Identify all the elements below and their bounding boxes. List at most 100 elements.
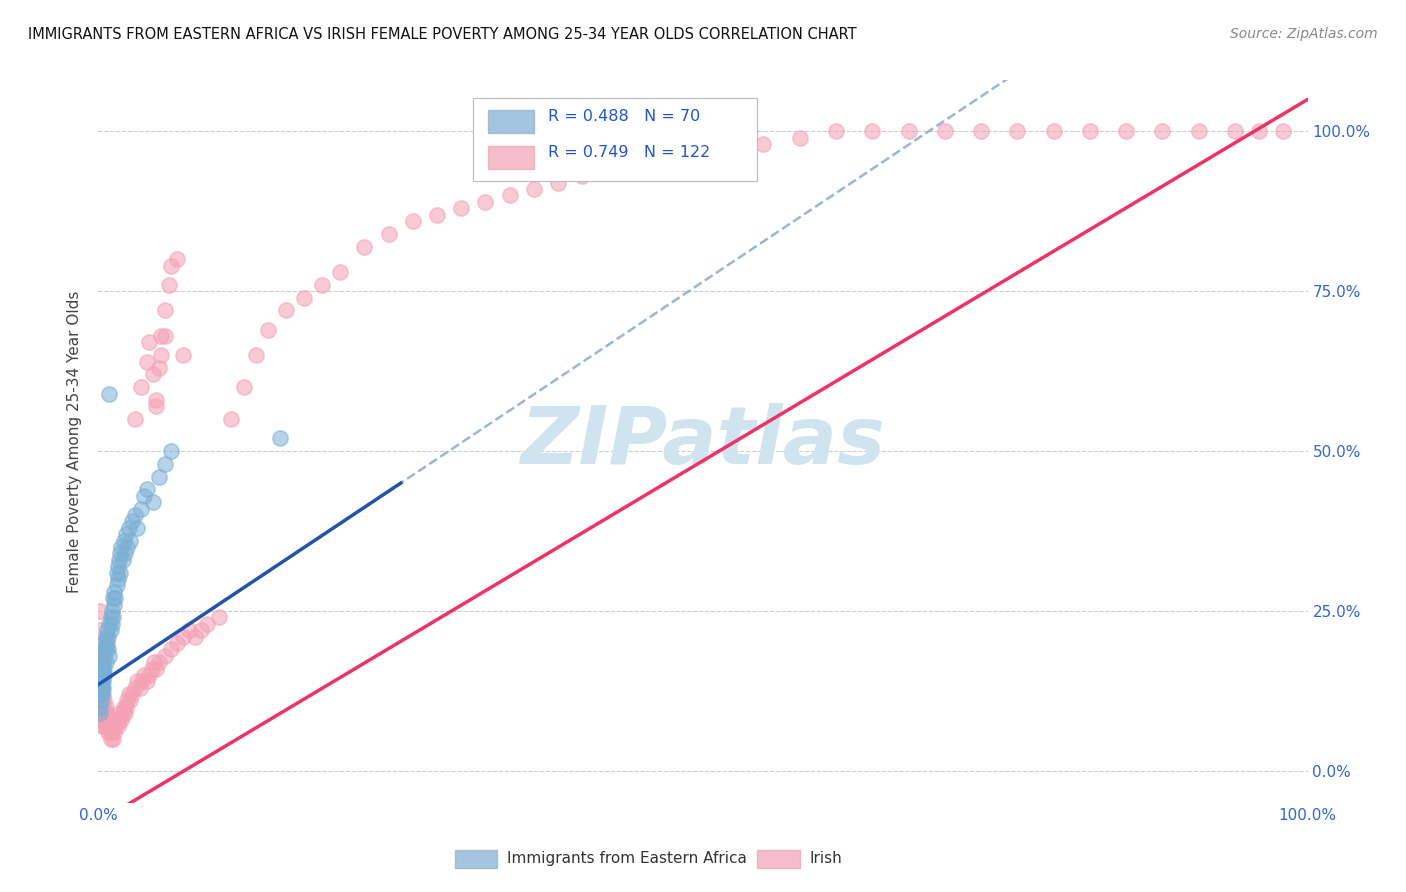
Point: [108, 553, 131, 567]
Point: [153, 329, 176, 343]
Point: [98, 719, 121, 733]
Point: [91, 655, 114, 669]
Point: [89, 648, 111, 663]
Point: [121, 687, 143, 701]
Point: [1152, 124, 1174, 138]
Point: [353, 239, 375, 253]
Point: [124, 508, 146, 522]
Point: [91, 693, 114, 707]
Point: [103, 584, 125, 599]
Point: [104, 591, 127, 606]
Point: [607, 162, 630, 177]
Point: [166, 636, 188, 650]
Point: [138, 335, 160, 350]
Point: [269, 431, 291, 445]
Point: [129, 380, 152, 394]
Text: Irish: Irish: [810, 851, 842, 866]
Point: [134, 489, 156, 503]
Point: [91, 655, 114, 669]
Point: [91, 713, 114, 727]
Point: [90, 693, 112, 707]
Point: [157, 277, 180, 292]
Point: [145, 661, 167, 675]
Point: [107, 719, 129, 733]
Point: [89, 706, 111, 721]
Point: [523, 182, 546, 196]
Point: [90, 687, 112, 701]
Point: [108, 566, 131, 580]
Point: [96, 636, 118, 650]
Point: [91, 661, 114, 675]
Point: [97, 725, 120, 739]
Point: [245, 348, 267, 362]
Y-axis label: Female Poverty Among 25-34 Year Olds: Female Poverty Among 25-34 Year Olds: [67, 291, 83, 592]
Point: [90, 668, 112, 682]
Point: [450, 201, 472, 215]
Point: [117, 540, 139, 554]
Point: [111, 706, 134, 721]
Point: [98, 386, 121, 401]
Text: R = 0.749   N = 122: R = 0.749 N = 122: [548, 145, 710, 160]
Point: [89, 699, 111, 714]
Point: [142, 495, 165, 509]
Point: [91, 706, 114, 721]
Point: [274, 303, 297, 318]
Point: [134, 668, 156, 682]
Point: [148, 361, 170, 376]
Point: [112, 699, 135, 714]
Point: [93, 648, 115, 663]
Point: [89, 604, 111, 618]
Point: [100, 725, 122, 739]
Point: [153, 457, 176, 471]
Point: [160, 444, 183, 458]
Point: [190, 623, 212, 637]
Point: [127, 674, 149, 689]
Point: [94, 713, 117, 727]
Point: [91, 713, 114, 727]
Point: [1272, 124, 1295, 138]
Point: [90, 681, 112, 695]
Point: [789, 131, 811, 145]
FancyBboxPatch shape: [456, 850, 498, 868]
Point: [96, 706, 118, 721]
Point: [98, 616, 121, 631]
Point: [118, 693, 141, 707]
Point: [100, 610, 122, 624]
FancyBboxPatch shape: [474, 98, 758, 181]
Point: [100, 725, 122, 739]
Point: [153, 648, 176, 663]
Point: [1223, 124, 1246, 138]
Point: [115, 527, 138, 541]
Point: [897, 124, 920, 138]
Point: [547, 176, 569, 190]
Point: [91, 719, 114, 733]
Point: [498, 188, 520, 202]
Point: [129, 501, 152, 516]
Point: [89, 636, 111, 650]
Point: [970, 124, 993, 138]
Point: [108, 546, 131, 560]
Point: [91, 681, 114, 695]
FancyBboxPatch shape: [488, 110, 534, 133]
Point: [1007, 124, 1029, 138]
Point: [716, 144, 738, 158]
Point: [644, 156, 666, 170]
Point: [89, 674, 111, 689]
Point: [90, 661, 112, 675]
Point: [153, 303, 176, 318]
Point: [135, 674, 157, 689]
Point: [256, 323, 278, 337]
Point: [93, 668, 115, 682]
Point: [93, 636, 115, 650]
Point: [135, 354, 157, 368]
Point: [145, 392, 167, 407]
Point: [93, 642, 115, 657]
Point: [90, 687, 112, 701]
Point: [402, 214, 425, 228]
Point: [752, 137, 775, 152]
Point: [135, 483, 157, 497]
Point: [101, 731, 124, 746]
Point: [292, 291, 315, 305]
Point: [90, 661, 112, 675]
Point: [101, 610, 124, 624]
